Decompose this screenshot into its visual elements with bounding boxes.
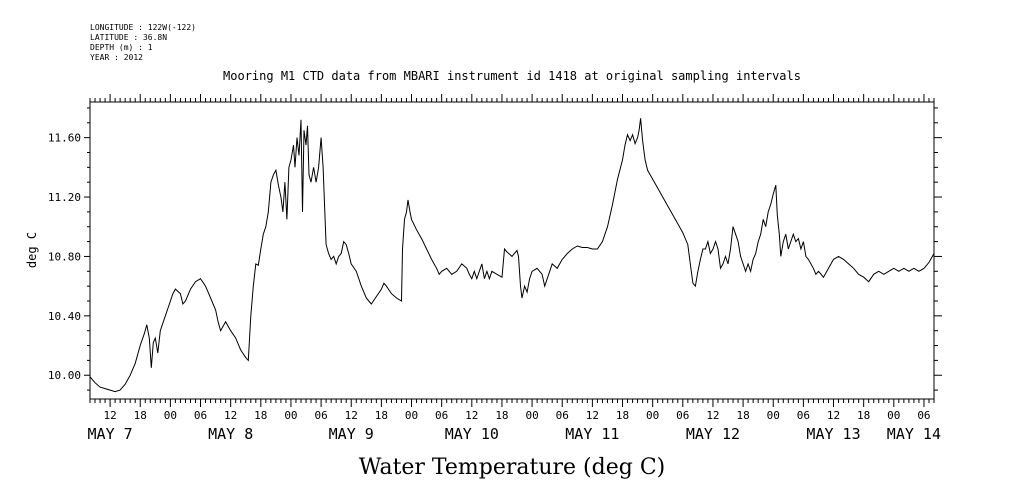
y-axis-label: deg C	[25, 232, 39, 268]
x-tick-label: 12	[345, 409, 358, 422]
y-tick-label: 11.20	[48, 191, 81, 204]
x-day-label: MAY 13	[806, 425, 860, 443]
x-tick-label: 12	[827, 409, 840, 422]
plot-frame	[89, 101, 935, 400]
x-day-label: MAY 12	[686, 425, 740, 443]
x-tick-label: 06	[556, 409, 569, 422]
chart-title: Mooring M1 CTD data from MBARI instrumen…	[223, 69, 801, 83]
x-day-label: MAY 8	[208, 425, 253, 443]
y-tick-label: 10.40	[48, 310, 81, 323]
metadata-block: LONGITUDE : 122W(-122) LATITUDE : 36.8N …	[90, 23, 196, 62]
x-axis: 12 18 00 06 12 18 00 06 12 18 00 06 12 18 00 06 12 18 00 06…	[88, 94, 941, 443]
x-tick-label: 00	[164, 409, 177, 422]
x-tick-label: 18	[495, 409, 508, 422]
meta-line: LONGITUDE : 122W(-122)	[90, 23, 196, 32]
y-tick-label: 11.60	[48, 132, 81, 145]
y-axis: 10.00 10.40 10.80 11.20 11.60	[48, 107, 942, 391]
x-tick-label: 12	[586, 409, 599, 422]
series-line	[89, 118, 935, 393]
x-tick-label: 12	[465, 409, 478, 422]
x-tick-label: 12	[706, 409, 719, 422]
x-tick-label: 00	[887, 409, 900, 422]
y-tick-label: 10.80	[48, 250, 81, 263]
x-tick-label: 12	[224, 409, 237, 422]
x-tick-label: 00	[525, 409, 538, 422]
x-tick-label: 00	[284, 409, 297, 422]
meta-line: YEAR : 2012	[90, 53, 143, 62]
x-tick-label: 18	[134, 409, 147, 422]
y-tick-label: 10.00	[48, 369, 81, 382]
x-day-label: MAY 10	[445, 425, 499, 443]
x-day-label: MAY 7	[88, 425, 133, 443]
x-tick-label: 18	[375, 409, 388, 422]
x-day-label: MAY 14	[887, 425, 941, 443]
x-day-label: MAY 11	[565, 425, 619, 443]
x-tick-label: 18	[736, 409, 749, 422]
x-tick-label: 00	[646, 409, 659, 422]
x-tick-label: 12	[103, 409, 116, 422]
x-tick-label: 18	[254, 409, 267, 422]
x-tick-label: 06	[435, 409, 448, 422]
x-tick-label: 06	[314, 409, 327, 422]
series-group	[89, 118, 935, 393]
x-day-label: MAY 9	[329, 425, 374, 443]
x-tick-label: 18	[616, 409, 629, 422]
x-axis-label: Water Temperature (deg C)	[359, 455, 666, 480]
x-tick-label: 06	[194, 409, 207, 422]
x-tick-label: 06	[676, 409, 689, 422]
meta-line: LATITUDE : 36.8N	[90, 33, 167, 42]
x-tick-label: 06	[797, 409, 810, 422]
meta-line: DEPTH (m) : 1	[90, 43, 153, 52]
x-tick-label: 00	[405, 409, 418, 422]
x-tick-label: 00	[767, 409, 780, 422]
x-tick-label: 06	[917, 409, 930, 422]
x-tick-label: 18	[857, 409, 870, 422]
